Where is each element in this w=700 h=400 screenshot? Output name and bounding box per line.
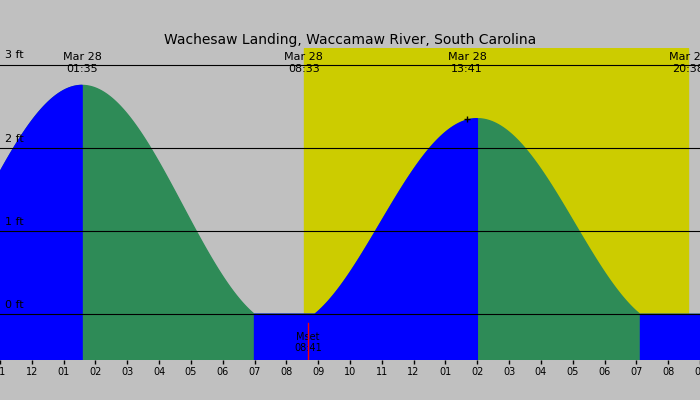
Text: 0 ft: 0 ft: [5, 300, 23, 310]
Text: Mar 28
20:38: Mar 28 20:38: [669, 52, 700, 74]
Text: Mar 28
13:41: Mar 28 13:41: [448, 52, 486, 74]
Text: Mar 28
01:35: Mar 28 01:35: [63, 52, 102, 74]
Text: Mar 28
08:33: Mar 28 08:33: [284, 52, 323, 74]
Title: Wachesaw Landing, Waccamaw River, South Carolina: Wachesaw Landing, Waccamaw River, South …: [164, 33, 536, 47]
Text: 1 ft: 1 ft: [5, 217, 23, 227]
Text: 3 ft: 3 ft: [5, 50, 23, 60]
Bar: [304, 48, 688, 360]
Text: Mset
08:41: Mset 08:41: [294, 332, 322, 353]
Text: 2 ft: 2 ft: [5, 134, 24, 144]
